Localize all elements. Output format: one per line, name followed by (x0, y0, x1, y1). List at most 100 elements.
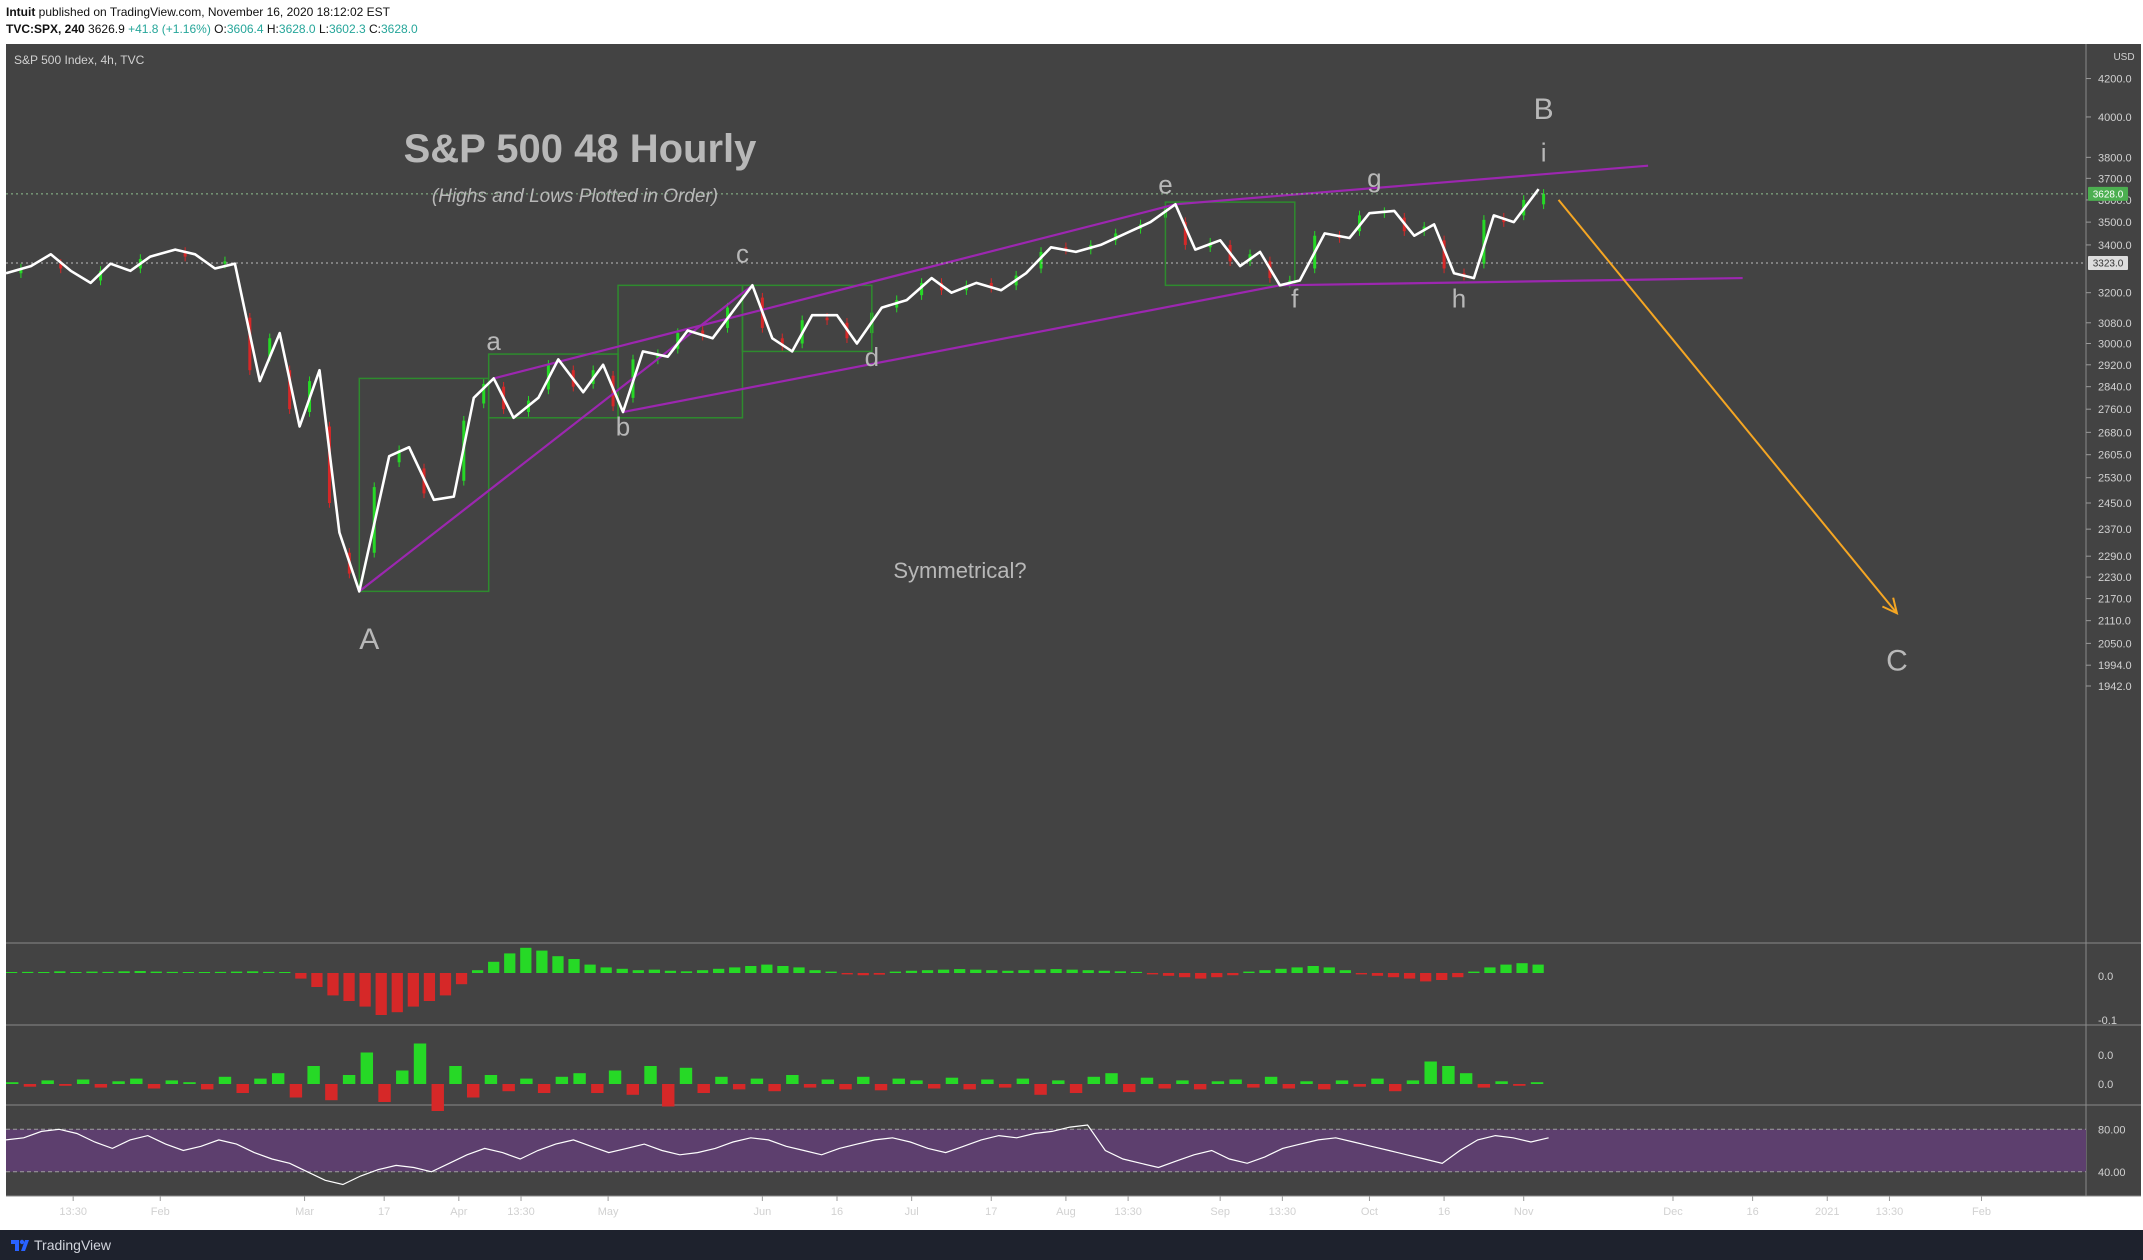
time-tick-label: 13:30 (507, 1206, 535, 1218)
histogram-bar (608, 1070, 622, 1084)
histogram-bar (937, 969, 950, 973)
histogram-bar (183, 1082, 196, 1084)
histogram-bar (295, 973, 307, 979)
rsi-tick-label: 40.00 (2098, 1167, 2126, 1179)
histogram-bar (1291, 967, 1303, 973)
histogram-bar (59, 1084, 72, 1086)
histogram-bar (150, 971, 162, 973)
time-tick-label: Apr (450, 1206, 467, 1218)
histogram-bar (1500, 964, 1512, 973)
histogram-bar (236, 1084, 249, 1093)
histogram-bar (786, 1075, 799, 1084)
reference-price-badge-text: 3323.0 (2093, 258, 2124, 269)
histogram-bar (1243, 971, 1255, 973)
price-bar-body (1183, 222, 1187, 245)
histogram-bar (467, 1084, 480, 1098)
channel-line (622, 284, 1281, 414)
price-tick-label: 4000.0 (2098, 112, 2132, 124)
histogram-bar (664, 970, 677, 973)
instrument-label: S&P 500 Index, 4h, TVC (14, 53, 145, 67)
histogram-bar (1193, 1084, 1207, 1090)
price-bar-body (701, 330, 705, 336)
time-tick-label: May (598, 1206, 619, 1218)
histogram-bar (1098, 970, 1110, 973)
histogram-bar (1016, 1078, 1030, 1084)
currency-label: USD (2113, 52, 2134, 63)
histogram-bar (484, 1075, 498, 1084)
oscillator-2-panel[interactable]: 0.0 0.0 (6, 1043, 2113, 1112)
histogram-bar (584, 964, 596, 973)
histogram-bar (254, 1078, 267, 1084)
wave-box (358, 377, 490, 593)
current-price-badge-text: 3628.0 (2093, 189, 2124, 200)
histogram-bar (198, 972, 211, 973)
histogram-bar (729, 967, 741, 973)
channel-line (358, 284, 754, 593)
price-bar-body (825, 317, 829, 321)
histogram-bar (1034, 969, 1046, 973)
histogram-bar (147, 1084, 161, 1089)
histogram-bar (201, 1084, 214, 1090)
wave-path-line (5, 188, 1540, 593)
histogram-bar (777, 966, 789, 973)
histogram-bar (1468, 971, 1480, 973)
oscillator-1-panel[interactable]: 0.0 -0.1 (6, 947, 2117, 1027)
last-price: 3626.9 (88, 22, 125, 36)
time-tick-label: Sep (1210, 1206, 1230, 1218)
histogram-bar (1403, 973, 1416, 979)
time-axis-ticks[interactable]: 13:30 Feb Mar 17 Apr 13:30 May Jun 16 Jul 17 Aug 13:… (59, 1196, 1991, 1218)
wave-label-i: i (1541, 138, 1547, 168)
histogram-bar (289, 1084, 303, 1098)
price-bar-body (223, 261, 227, 264)
tradingview-logo-icon[interactable] (10, 1237, 30, 1253)
histogram-bar (1420, 973, 1432, 982)
histogram-bar (134, 971, 146, 973)
histogram-bar (750, 1078, 764, 1084)
wave-label-h: h (1452, 284, 1466, 314)
footer-brand[interactable]: TradingView (34, 1237, 112, 1253)
histogram-bar (555, 1076, 569, 1084)
histogram-bar (1532, 964, 1544, 973)
low-value: 3602.3 (328, 22, 366, 36)
price-tick-label: 3700.0 (2098, 173, 2132, 185)
histogram-bar (1229, 1079, 1242, 1084)
histogram-bar (1114, 971, 1126, 973)
oscillator-tick-label: -0.1 (2098, 1015, 2117, 1027)
histogram-bar (1323, 967, 1335, 973)
reference-price-badge: 3323.0 (2088, 255, 2128, 270)
price-scale-background[interactable] (2086, 44, 2141, 1196)
price-panel[interactable]: Aa b c d e f g h Bi C S&P 500 48 Hourly (Highs an… (5, 93, 2086, 678)
price-bar-body (920, 282, 924, 296)
footer-bar: TradingView (0, 1230, 2143, 1260)
time-tick-label: Feb (1972, 1206, 1991, 1218)
chart-canvas[interactable]: S&P 500 Index, 4h, TVC USD Aa b c d e f g h Bi C … (0, 40, 2143, 1230)
histogram-bar (1002, 970, 1014, 973)
histogram-bar (1307, 966, 1319, 973)
histogram-bar (1355, 973, 1368, 975)
open-label: O: (214, 22, 227, 36)
price-tick-label: 2530.0 (2098, 473, 2132, 485)
histogram-bar (600, 967, 612, 973)
histogram-bar (76, 1079, 90, 1084)
time-tick-label: 16 (1746, 1206, 1758, 1218)
histogram-bar (1275, 968, 1287, 973)
histogram-bar (41, 1080, 54, 1084)
publisher-name[interactable]: Intuit (6, 5, 36, 19)
time-tick-label: Feb (151, 1206, 170, 1218)
price-tick-label: 3800.0 (2098, 152, 2132, 164)
rsi-band (6, 1129, 2086, 1172)
histogram-bar (279, 972, 291, 973)
projection-arrow (1557, 199, 1899, 616)
price-tick-label: 2680.0 (2098, 427, 2132, 439)
time-tick-label: 17 (985, 1206, 997, 1218)
wave-boxes (358, 201, 1296, 593)
rsi-panel[interactable]: 80.00 40.00 (5, 1124, 2126, 1186)
time-tick-label: 2021 (1815, 1206, 1839, 1218)
histogram-bar (1459, 1073, 1473, 1084)
histogram-bar (793, 967, 805, 973)
histogram-bar (1082, 970, 1094, 973)
histogram-bar (1513, 1084, 1526, 1086)
time-tick-label: Dec (1663, 1206, 1683, 1218)
price-bar-body (989, 282, 993, 288)
price-bar-body (59, 263, 63, 269)
